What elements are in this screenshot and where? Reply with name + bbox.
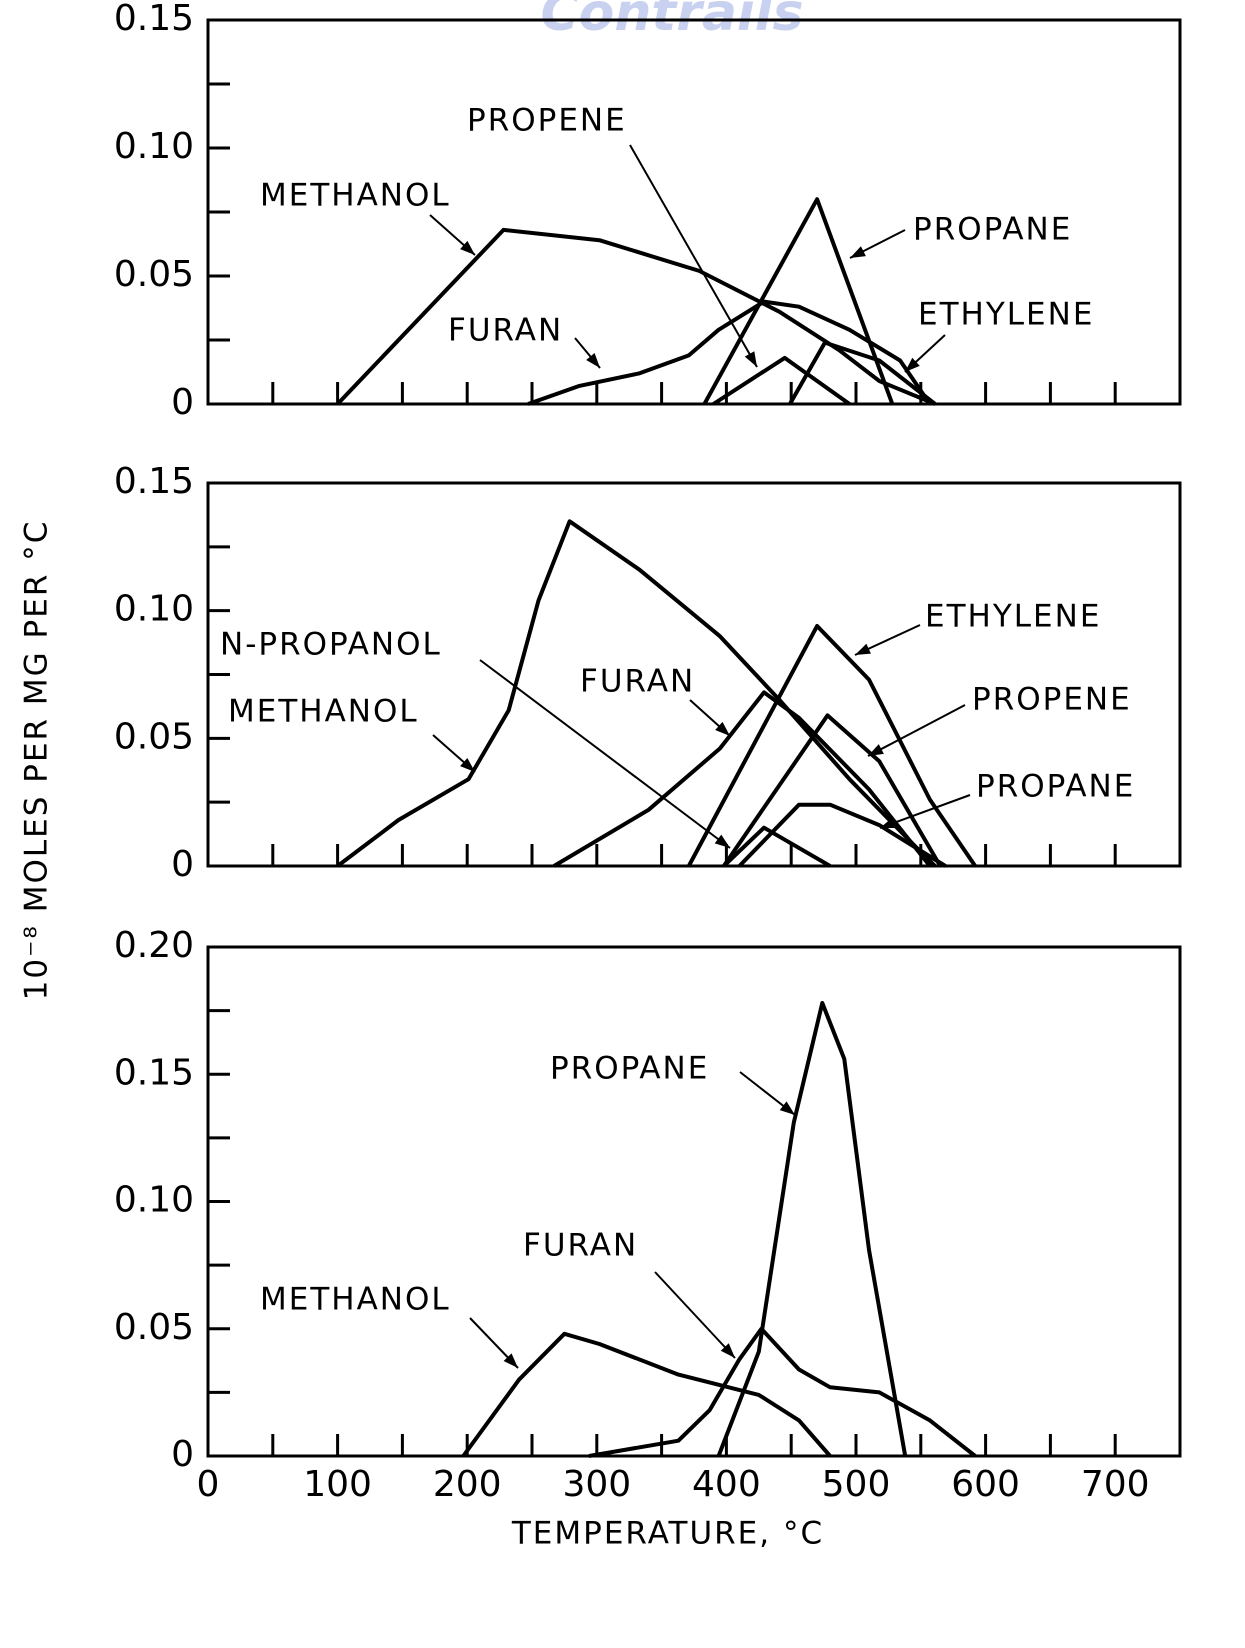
x-tick-label: 0 (197, 1464, 220, 1505)
arrow-head (850, 246, 866, 258)
arrow-head (460, 240, 475, 255)
series-label: PROPANE (550, 1051, 709, 1087)
x-tick-label: 200 (433, 1464, 502, 1505)
arrow-head (714, 834, 730, 848)
arrow-head (868, 744, 884, 756)
arrow-head (779, 1101, 795, 1115)
arrow-head (715, 721, 730, 736)
series-label: METHANOL (228, 694, 419, 730)
y-tick-label: 0 (171, 844, 194, 885)
series-label: METHANOL (260, 178, 451, 214)
y-tick-label: 0 (171, 382, 194, 423)
series-line (702, 197, 895, 405)
arrow-head (880, 817, 896, 828)
y-tick-label: 0.10 (114, 126, 194, 167)
series-label: FURAN (523, 1228, 638, 1264)
series-label: PROPANE (913, 212, 1072, 248)
series-line (336, 519, 937, 868)
arrow-head (586, 352, 600, 368)
series-label: PROPENE (972, 682, 1132, 718)
series-label: PROPENE (467, 103, 627, 139)
series-line (712, 355, 851, 406)
arrow-head (460, 757, 475, 772)
x-axis-label: TEMPERATURE, °C (511, 1516, 824, 1552)
x-tick-label: 500 (822, 1464, 891, 1505)
x-tick-label: 100 (303, 1464, 372, 1505)
y-tick-label: 0.10 (114, 589, 194, 630)
arrow-head (905, 357, 920, 372)
label-arrow (629, 144, 758, 368)
series-label: FURAN (580, 664, 695, 700)
y-tick-label: 0.15 (114, 461, 194, 502)
y-tick-label: 0.05 (114, 254, 194, 295)
series-line (687, 624, 977, 868)
y-tick-label: 0.15 (114, 1052, 194, 1093)
series-label: FURAN (448, 313, 563, 349)
arrow-head (855, 643, 871, 655)
arrow-head (720, 1343, 735, 1358)
y-tick-label: 0.15 (114, 0, 194, 39)
series-line (461, 1331, 832, 1458)
y-tick-label: 0.10 (114, 1180, 194, 1221)
series-label: ETHYLENE (918, 297, 1094, 333)
series-line (716, 1001, 908, 1457)
x-tick-label: 300 (562, 1464, 631, 1505)
series-label: METHANOL (260, 1282, 451, 1318)
series-line (722, 713, 942, 868)
series-line (737, 802, 947, 868)
arrow-head (744, 351, 757, 367)
y-tick-label: 0 (171, 1434, 194, 1475)
series-line (588, 1326, 977, 1458)
series-line (722, 825, 832, 868)
series-label: ETHYLENE (925, 599, 1101, 635)
y-tick-label: 0.05 (114, 716, 194, 757)
y-tick-label: 0.05 (114, 1307, 194, 1348)
x-tick-label: 600 (951, 1464, 1020, 1505)
series-line (336, 227, 936, 406)
series-label: N-PROPANOL (220, 627, 442, 663)
arrow-head (503, 1353, 518, 1368)
x-tick-label: 700 (1081, 1464, 1150, 1505)
x-tick-label: 400 (692, 1464, 761, 1505)
y-axis-label: 10⁻⁸ MOLES PER MG PER °C (19, 520, 55, 1001)
label-arrow (867, 704, 966, 757)
series-line (527, 299, 932, 406)
series-line (552, 690, 932, 868)
series-line (788, 340, 937, 406)
y-tick-label: 0.20 (114, 925, 194, 966)
label-arrow (479, 659, 731, 849)
label-arrow (654, 1271, 736, 1359)
series-label: PROPANE (976, 769, 1135, 805)
label-arrow (879, 794, 971, 829)
